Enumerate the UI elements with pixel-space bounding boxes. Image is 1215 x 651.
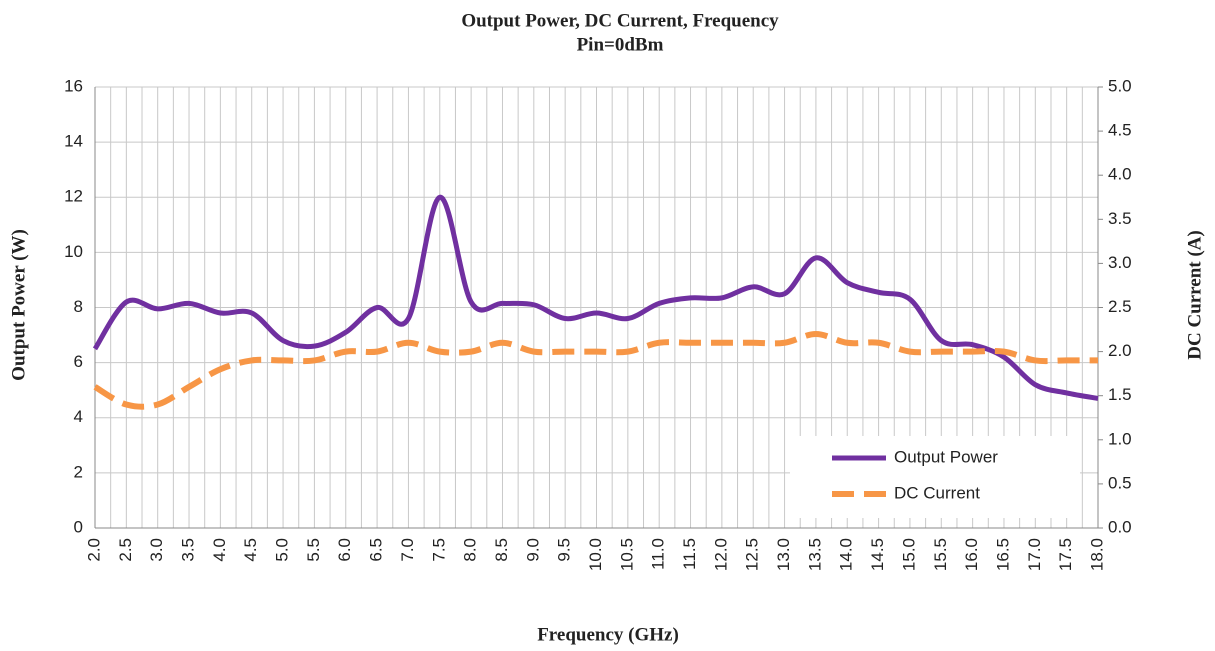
y-tick-label: 6 <box>74 352 83 371</box>
x-tick-label: 11.0 <box>649 538 668 570</box>
x-tick-label: 10.0 <box>586 538 605 571</box>
x-tick-label: 5.5 <box>304 538 323 562</box>
x-tick-label: 2.5 <box>116 538 135 562</box>
y2-tick-label: 0.0 <box>1108 517 1132 536</box>
x-tick-label: 13.5 <box>805 538 824 571</box>
x-tick-label: 10.5 <box>617 538 636 571</box>
x-tick-label: 13.0 <box>774 538 793 571</box>
x-tick-label: 16.5 <box>993 538 1012 571</box>
legend-label: Output Power <box>894 447 998 466</box>
x-tick-label: 5.0 <box>273 538 292 562</box>
y-axis-label: Output Power (W) <box>8 229 29 381</box>
legend-box <box>790 436 1080 518</box>
x-tick-label: 15.0 <box>899 538 918 571</box>
x-tick-label: 7.0 <box>398 538 417 562</box>
x-tick-label: 4.0 <box>210 538 229 562</box>
x-tick-label: 17.5 <box>1056 538 1075 571</box>
x-tick-label: 18.0 <box>1087 538 1106 571</box>
chart-title: Output Power, DC Current, Frequency <box>461 10 779 31</box>
x-tick-label: 9.0 <box>523 538 542 562</box>
y-tick-label: 0 <box>74 517 83 536</box>
x-tick-label: 16.0 <box>962 538 981 571</box>
y2-tick-label: 3.0 <box>1108 253 1132 272</box>
y2-tick-label: 4.5 <box>1108 121 1132 140</box>
y2-tick-label: 1.5 <box>1108 385 1132 404</box>
y-tick-label: 14 <box>64 132 83 151</box>
y-tick-label: 8 <box>74 297 83 316</box>
x-tick-label: 15.5 <box>931 538 950 571</box>
series-line <box>92 194 1099 401</box>
x-tick-label: 8.0 <box>461 538 480 562</box>
x-tick-label: 9.5 <box>555 538 574 562</box>
y2-tick-label: 0.5 <box>1108 473 1132 492</box>
x-tick-label: 12.0 <box>711 538 730 571</box>
x-tick-label: 12.5 <box>743 538 762 571</box>
y-tick-label: 2 <box>74 462 83 481</box>
y-tick-label: 10 <box>64 242 83 261</box>
y-tick-label: 4 <box>74 407 83 426</box>
x-tick-label: 17.0 <box>1025 538 1044 571</box>
y-tick-label: 16 <box>64 76 83 95</box>
y2-axis-label: DC Current (A) <box>1184 230 1205 359</box>
y2-tick-label: 2.0 <box>1108 341 1132 360</box>
x-tick-label: 4.5 <box>241 538 260 562</box>
x-tick-label: 14.0 <box>837 538 856 571</box>
x-tick-label: 6.0 <box>335 538 354 562</box>
x-tick-label: 3.5 <box>179 538 198 562</box>
y2-tick-label: 3.5 <box>1108 209 1132 228</box>
x-tick-label: 6.5 <box>367 538 386 562</box>
x-tick-label: 7.5 <box>429 538 448 562</box>
y2-tick-label: 4.0 <box>1108 165 1132 184</box>
chart-subtitle: Pin=0dBm <box>577 34 664 55</box>
x-tick-label: 8.5 <box>492 538 511 562</box>
y2-tick-label: 5.0 <box>1108 76 1132 95</box>
y2-tick-label: 1.0 <box>1108 429 1132 448</box>
legend: Output Power DC Current <box>790 436 1080 518</box>
x-tick-label: 11.5 <box>680 538 699 570</box>
y2-tick-label: 2.5 <box>1108 297 1132 316</box>
y-tick-label: 12 <box>64 187 83 206</box>
series-line <box>93 330 1098 410</box>
x-axis-label: Frequency (GHz) <box>537 624 679 645</box>
x-tick-label: 2.0 <box>84 538 103 562</box>
x-tick-label: 14.5 <box>868 538 887 571</box>
x-tick-label: 3.0 <box>147 538 166 562</box>
legend-label: DC Current <box>894 483 980 502</box>
